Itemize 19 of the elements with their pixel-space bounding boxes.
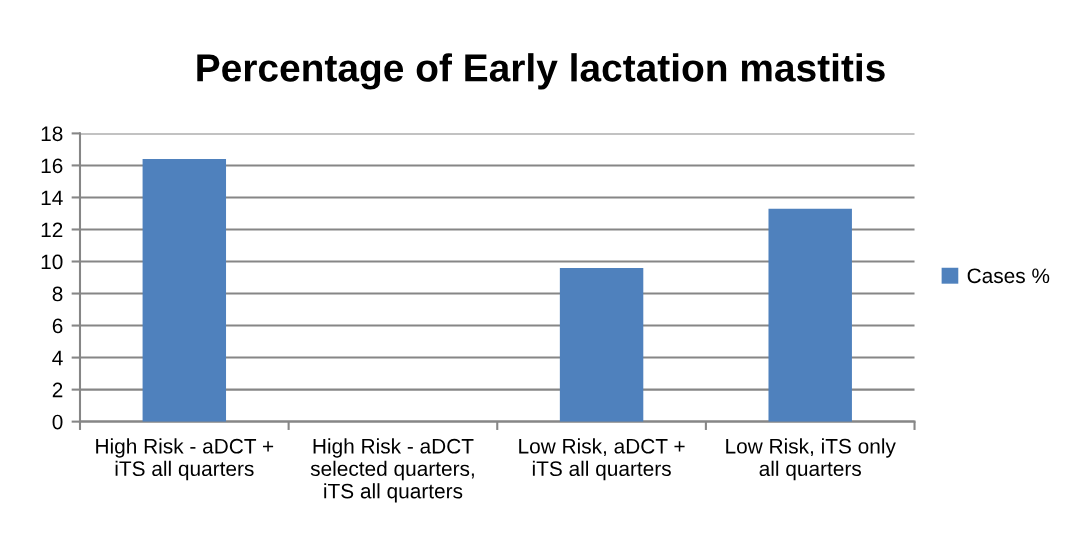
y-tick-label: 16 — [41, 158, 63, 174]
y-tick-label: 2 — [52, 382, 63, 398]
x-tick-label: Low Risk, iTS only all quarters — [726, 438, 896, 481]
y-tick-label: 10 — [41, 254, 63, 270]
x-tick-label: Low Risk, aDCT + iTS all quarters — [519, 438, 685, 481]
y-tick-label: 12 — [41, 222, 63, 238]
bar — [559, 267, 644, 422]
y-tick-label: 8 — [52, 286, 63, 302]
y-tick-label: 4 — [52, 350, 63, 366]
x-tick-label: High Risk - aDCT selected quarters, iTS all quarters — [310, 438, 474, 503]
x-tick-label: High Risk - aDCT + iTS all quarters — [96, 438, 274, 481]
y-tick-label: 18 — [41, 126, 63, 142]
bar — [768, 208, 852, 422]
y-tick-label: 6 — [52, 318, 63, 334]
legend-label: Cases % — [967, 268, 1050, 284]
bar — [142, 159, 227, 422]
chart-title: Percentage of Early lactation mastitis — [197, 53, 885, 90]
y-tick-label: 0 — [52, 414, 63, 430]
y-tick-label: 14 — [41, 190, 63, 206]
